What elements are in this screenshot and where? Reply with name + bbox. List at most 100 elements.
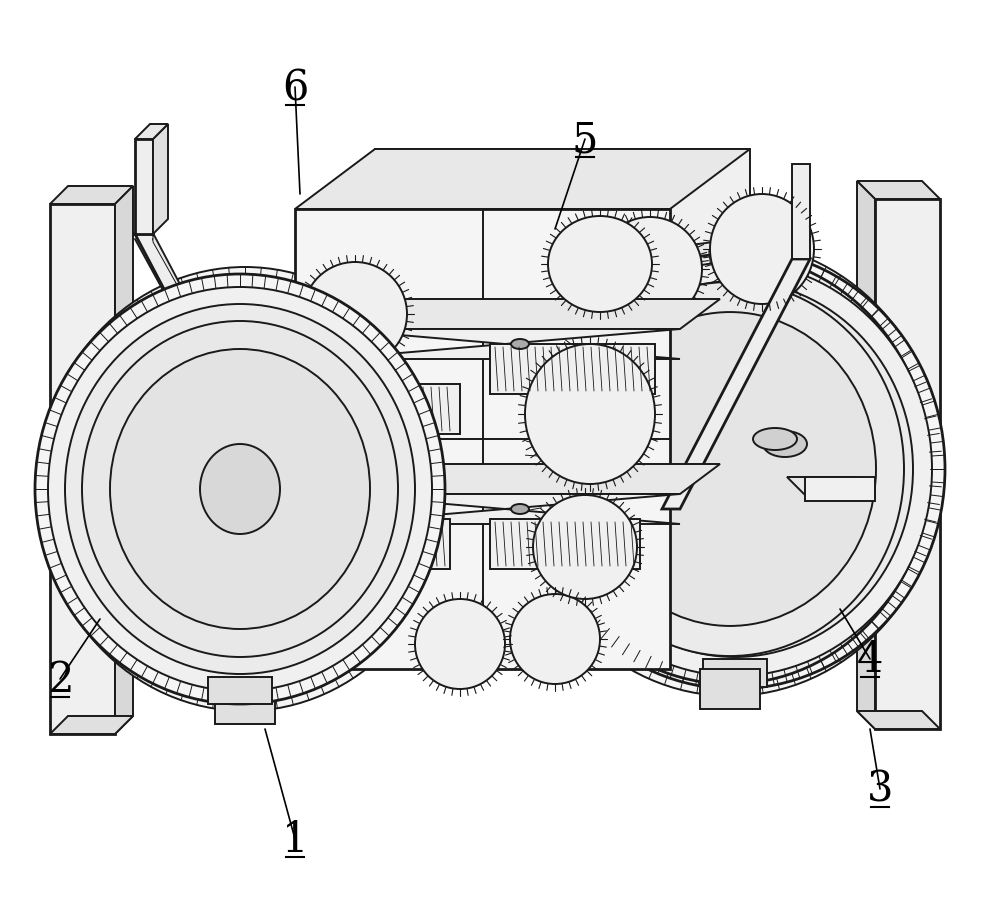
Ellipse shape — [565, 388, 615, 441]
Ellipse shape — [82, 322, 398, 657]
Ellipse shape — [607, 227, 693, 312]
Polygon shape — [645, 232, 797, 288]
Ellipse shape — [138, 374, 352, 605]
Ellipse shape — [335, 295, 375, 335]
Ellipse shape — [312, 527, 398, 612]
Ellipse shape — [719, 204, 805, 296]
Polygon shape — [662, 260, 810, 509]
Ellipse shape — [424, 608, 496, 680]
Ellipse shape — [322, 537, 388, 602]
Ellipse shape — [48, 288, 432, 691]
Text: 4: 4 — [857, 639, 883, 680]
Polygon shape — [50, 716, 133, 734]
Ellipse shape — [530, 255, 930, 685]
Ellipse shape — [200, 445, 280, 535]
Ellipse shape — [324, 414, 396, 495]
Polygon shape — [330, 494, 680, 525]
Ellipse shape — [548, 217, 652, 312]
Polygon shape — [115, 468, 185, 492]
Ellipse shape — [433, 618, 487, 671]
Polygon shape — [135, 234, 298, 509]
Ellipse shape — [539, 623, 571, 655]
Polygon shape — [153, 494, 313, 509]
Ellipse shape — [552, 515, 618, 581]
Polygon shape — [857, 711, 940, 729]
Polygon shape — [153, 125, 168, 234]
Ellipse shape — [303, 517, 407, 621]
Polygon shape — [375, 150, 750, 609]
Ellipse shape — [38, 267, 452, 711]
Polygon shape — [50, 187, 133, 205]
Ellipse shape — [753, 428, 797, 450]
Ellipse shape — [525, 345, 655, 484]
Polygon shape — [330, 300, 720, 330]
Ellipse shape — [75, 307, 415, 672]
Text: 1: 1 — [282, 818, 308, 860]
Ellipse shape — [35, 275, 445, 704]
Ellipse shape — [312, 272, 398, 357]
Polygon shape — [135, 125, 168, 140]
Polygon shape — [857, 182, 940, 199]
Ellipse shape — [518, 243, 942, 697]
Polygon shape — [330, 464, 720, 494]
Ellipse shape — [444, 629, 476, 660]
Ellipse shape — [557, 282, 913, 657]
Polygon shape — [298, 365, 313, 509]
Ellipse shape — [519, 604, 591, 675]
Ellipse shape — [538, 263, 932, 676]
Ellipse shape — [729, 214, 795, 286]
Polygon shape — [875, 199, 940, 729]
Ellipse shape — [556, 283, 904, 656]
Ellipse shape — [598, 218, 702, 322]
Polygon shape — [50, 205, 115, 734]
Ellipse shape — [110, 349, 370, 630]
Polygon shape — [115, 187, 133, 734]
Ellipse shape — [313, 402, 407, 507]
Ellipse shape — [565, 528, 605, 567]
Ellipse shape — [542, 505, 628, 590]
Polygon shape — [490, 345, 655, 394]
Polygon shape — [135, 140, 153, 234]
Ellipse shape — [575, 300, 895, 640]
Polygon shape — [215, 685, 275, 724]
Polygon shape — [115, 449, 203, 468]
Polygon shape — [805, 478, 875, 502]
Ellipse shape — [710, 195, 814, 305]
Ellipse shape — [537, 357, 643, 471]
Ellipse shape — [338, 429, 382, 480]
Ellipse shape — [216, 458, 274, 521]
Ellipse shape — [584, 312, 876, 626]
Ellipse shape — [605, 330, 865, 609]
Ellipse shape — [511, 505, 529, 515]
Polygon shape — [330, 330, 680, 359]
Ellipse shape — [549, 370, 631, 459]
Polygon shape — [280, 380, 298, 509]
Ellipse shape — [580, 246, 620, 283]
Polygon shape — [700, 669, 760, 709]
Polygon shape — [153, 234, 298, 509]
Text: 6: 6 — [282, 67, 308, 108]
Ellipse shape — [415, 599, 505, 689]
Text: 3: 3 — [867, 768, 893, 811]
Ellipse shape — [511, 340, 529, 349]
Polygon shape — [208, 677, 272, 704]
Ellipse shape — [525, 250, 945, 689]
Ellipse shape — [567, 234, 633, 295]
Ellipse shape — [65, 305, 415, 675]
Ellipse shape — [303, 263, 407, 367]
Polygon shape — [330, 384, 460, 435]
Ellipse shape — [528, 612, 582, 666]
Ellipse shape — [533, 495, 637, 599]
Text: 2: 2 — [47, 658, 73, 700]
Polygon shape — [703, 659, 767, 687]
Ellipse shape — [302, 390, 418, 519]
Ellipse shape — [335, 550, 375, 589]
Polygon shape — [295, 150, 750, 210]
Polygon shape — [857, 182, 875, 729]
Ellipse shape — [510, 595, 600, 685]
Polygon shape — [135, 509, 298, 529]
Polygon shape — [792, 165, 810, 260]
Ellipse shape — [322, 282, 388, 347]
Polygon shape — [325, 519, 450, 570]
Polygon shape — [787, 478, 875, 495]
